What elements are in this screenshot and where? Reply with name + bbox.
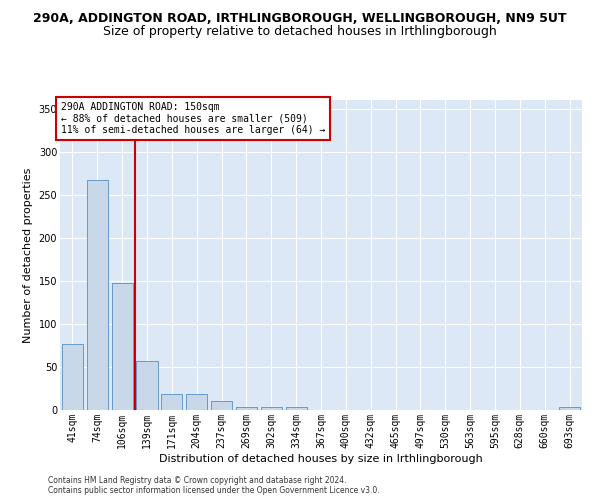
Bar <box>62 344 83 410</box>
Bar <box>261 406 282 410</box>
Bar <box>186 394 207 410</box>
Bar <box>211 402 232 410</box>
Bar <box>161 394 182 410</box>
Bar <box>236 406 257 410</box>
Bar <box>112 284 133 410</box>
Text: Contains HM Land Registry data © Crown copyright and database right 2024.: Contains HM Land Registry data © Crown c… <box>48 476 347 485</box>
X-axis label: Distribution of detached houses by size in Irthlingborough: Distribution of detached houses by size … <box>159 454 483 464</box>
Text: Size of property relative to detached houses in Irthlingborough: Size of property relative to detached ho… <box>103 25 497 38</box>
Bar <box>87 180 108 410</box>
Y-axis label: Number of detached properties: Number of detached properties <box>23 168 33 342</box>
Bar <box>286 406 307 410</box>
Text: Contains public sector information licensed under the Open Government Licence v3: Contains public sector information licen… <box>48 486 380 495</box>
Text: 290A, ADDINGTON ROAD, IRTHLINGBOROUGH, WELLINGBOROUGH, NN9 5UT: 290A, ADDINGTON ROAD, IRTHLINGBOROUGH, W… <box>33 12 567 26</box>
Bar <box>136 361 158 410</box>
Text: 290A ADDINGTON ROAD: 150sqm
← 88% of detached houses are smaller (509)
11% of se: 290A ADDINGTON ROAD: 150sqm ← 88% of det… <box>61 102 326 135</box>
Bar <box>559 406 580 410</box>
